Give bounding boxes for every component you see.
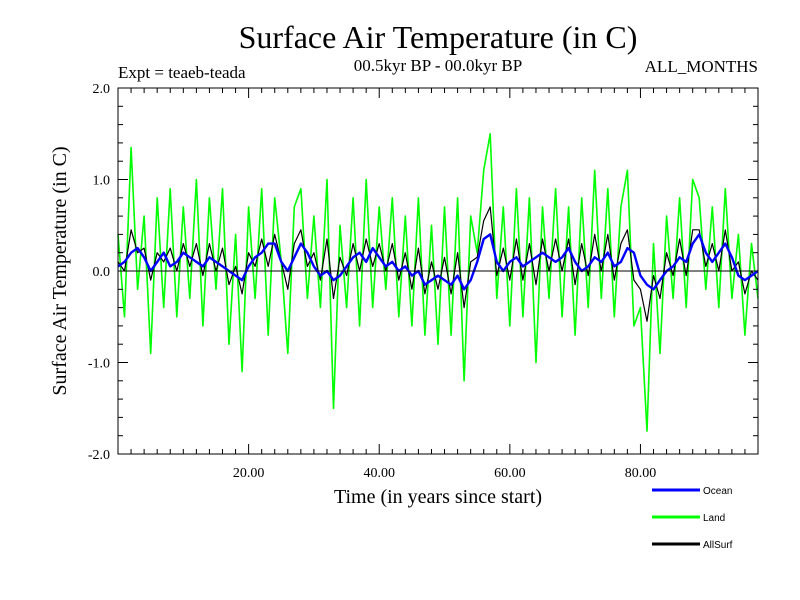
x-tick-label: 20.00 — [233, 466, 265, 481]
subtitle-center: 00.5kyr BP - 00.0kyr BP — [354, 56, 522, 75]
legend: Ocean Land AllSurf — [652, 486, 733, 551]
y-tick-label: -1.0 — [88, 357, 110, 372]
y-tick-label: 2.0 — [93, 82, 111, 97]
y-tick-label: 0.0 — [93, 265, 111, 280]
legend-label-allsurf: AllSurf — [703, 540, 733, 551]
x-tick-label: 80.00 — [625, 466, 657, 481]
axis-layer: -2.0 -1.0 0.0 1.0 2.0 20.00 40.00 60.00 80.00 — [88, 82, 759, 481]
chart-title: Surface Air Temperature (in C) — [239, 19, 638, 55]
subtitle-left: Expt = teaeb-teada — [118, 63, 246, 82]
series-line-ocean — [117, 233, 759, 291]
x-axis-label: Time (in years since start) — [334, 486, 542, 508]
series-line-land — [117, 133, 759, 432]
y-tick-label: -2.0 — [88, 448, 110, 463]
series-line-allsurf — [117, 206, 759, 322]
legend-label-ocean: Ocean — [703, 486, 732, 497]
y-tick-label: 1.0 — [93, 174, 111, 189]
series-layer — [117, 133, 759, 432]
subtitle-right: ALL_MONTHS — [645, 57, 758, 76]
y-axis-label: Surface Air Temperature (in C) — [49, 146, 71, 395]
legend-label-land: Land — [703, 513, 725, 524]
x-tick-label: 40.00 — [363, 466, 395, 481]
x-tick-label: 60.00 — [494, 466, 526, 481]
